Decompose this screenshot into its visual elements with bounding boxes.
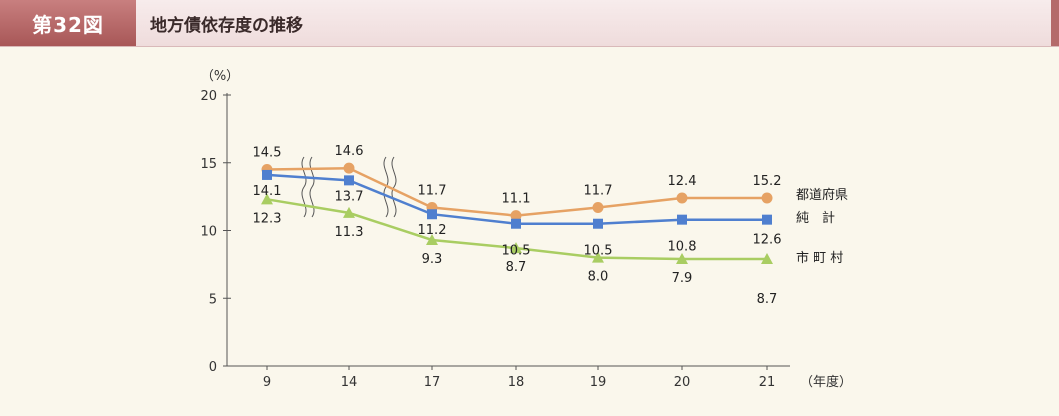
data-labels: 14.5 14.6 11.7 11.1 11.7 12.4 15.2 14.1 13.7 11.2… (253, 144, 782, 307)
data-point-square (762, 214, 772, 225)
data-point-square (677, 214, 687, 225)
data-label: 14.5 (253, 146, 282, 161)
data-point-triangle (426, 233, 438, 245)
data-label: 11.7 (584, 183, 613, 198)
data-label: 10.8 (668, 240, 697, 255)
axis-break-line (391, 156, 397, 218)
data-label: 8.0 (588, 270, 609, 285)
y-tick-label: 15 (200, 157, 217, 172)
legend-entry: 都道府県 (796, 188, 848, 203)
data-point-circle (761, 192, 773, 204)
figure-header: 第32図 地方債依存度の推移 (0, 0, 1059, 47)
legend-entry: 純 計 (796, 210, 835, 226)
data-label: 12.6 (753, 233, 782, 248)
data-point-triangle (761, 252, 773, 264)
chart-axes: 0 5 10 15 20 9 14 17 18 19 20 21 （%） （年度） (200, 69, 852, 390)
data-label: 14.1 (253, 184, 282, 199)
y-tick-label: 20 (200, 89, 217, 104)
data-point-triangle (343, 206, 355, 218)
data-point-circle (343, 162, 355, 174)
x-tick-label: 18 (508, 375, 525, 390)
x-tick-label: 9 (263, 375, 271, 390)
x-tick-label: 17 (424, 375, 441, 390)
data-label: 12.3 (253, 211, 282, 226)
data-point-triangle (592, 251, 604, 263)
y-unit-label: （%） (201, 69, 239, 84)
header-accent-bar (1051, 0, 1059, 46)
data-label: 10.5 (502, 244, 531, 259)
data-label: 9.3 (422, 252, 443, 267)
data-label: 12.4 (668, 174, 697, 189)
data-point-triangle (510, 242, 522, 254)
data-point-square (344, 175, 354, 186)
data-label: 10.5 (584, 244, 613, 259)
data-label: 11.1 (502, 192, 531, 207)
data-label: 11.7 (418, 183, 447, 198)
data-label: 11.2 (418, 223, 447, 238)
axis-break-line (301, 156, 307, 218)
data-point-square (593, 218, 603, 229)
data-label: 14.6 (335, 144, 364, 159)
x-unit-label: （年度） (800, 374, 852, 390)
data-point-square (427, 209, 437, 220)
data-label: 11.3 (335, 225, 364, 240)
y-tick-label: 0 (209, 360, 217, 375)
x-tick-label: 14 (341, 375, 358, 390)
chart-series (261, 162, 773, 264)
data-label: 8.7 (506, 260, 527, 275)
data-point-square (511, 218, 521, 229)
x-tick-label: 20 (674, 375, 691, 390)
x-tick-label: 21 (759, 375, 776, 390)
y-tick-label: 10 (200, 225, 217, 240)
data-point-circle (676, 192, 688, 204)
figure-title: 地方債依存度の推移 (150, 15, 303, 36)
data-point-circle (592, 201, 604, 213)
data-point-circle (510, 210, 522, 222)
figure-number: 第32図 (0, 0, 136, 46)
data-label: 7.9 (672, 271, 693, 286)
x-tick-label: 19 (590, 375, 607, 390)
data-point-triangle (676, 252, 688, 264)
y-tick-label: 5 (209, 292, 217, 307)
data-label: 15.2 (753, 174, 782, 189)
legend-entry: 市 町 村 (796, 250, 843, 266)
data-point-triangle (261, 193, 273, 205)
data-label: 8.7 (757, 292, 778, 307)
data-label: 13.7 (335, 189, 364, 204)
data-point-square (262, 169, 272, 180)
